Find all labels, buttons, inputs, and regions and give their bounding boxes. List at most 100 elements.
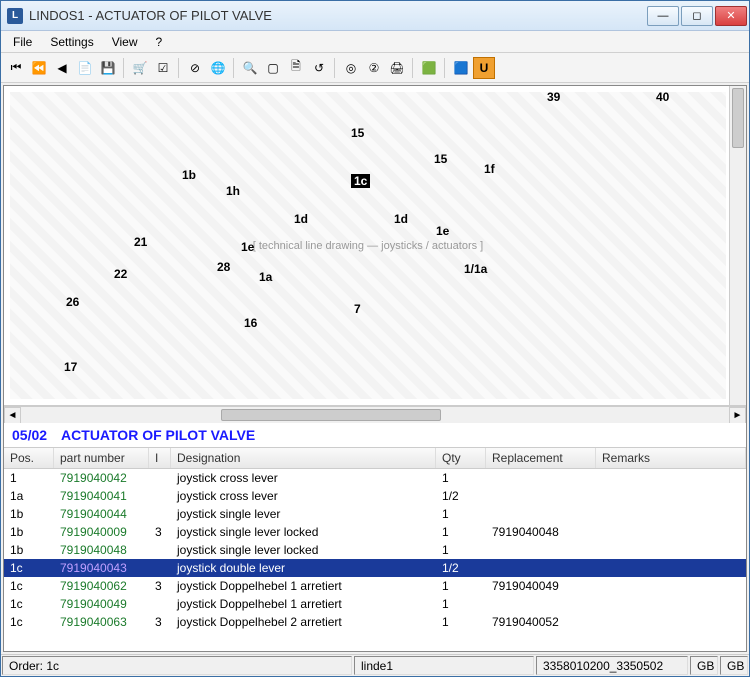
callout-7[interactable]: 7 — [354, 302, 361, 316]
cell-des: joystick single lever locked — [171, 523, 436, 541]
section-code: 05/02 — [12, 427, 47, 443]
table-row[interactable]: 1c79190400633joystick Doppelhebel 2 arre… — [4, 613, 746, 631]
callout-39[interactable]: 39 — [547, 90, 560, 104]
minimize-button[interactable]: — — [647, 6, 679, 26]
bold2-icon[interactable]: ② — [363, 57, 385, 79]
callout-1a[interactable]: 1a — [259, 270, 272, 284]
callout-16[interactable]: 16 — [244, 316, 257, 330]
callout-1f[interactable]: 1f — [484, 162, 495, 176]
prev-icon[interactable]: ◀ — [51, 57, 73, 79]
callout-40[interactable]: 40 — [656, 90, 669, 104]
reset-icon[interactable]: ↺ — [308, 57, 330, 79]
menu-file[interactable]: File — [5, 33, 40, 51]
blue-icon[interactable]: 🟦 — [450, 57, 472, 79]
print-icon[interactable]: 🖨 — [386, 57, 408, 79]
target-icon[interactable]: ◎ — [340, 57, 362, 79]
cart-icon[interactable]: 🛒 — [129, 57, 151, 79]
callout-1e[interactable]: 1e — [241, 240, 254, 254]
callout-1e[interactable]: 1e — [436, 224, 449, 238]
callout-1d[interactable]: 1d — [294, 212, 308, 226]
callout-17[interactable]: 17 — [64, 360, 77, 374]
table-row[interactable]: 17919040042joystick cross lever1 — [4, 469, 746, 487]
callout-15[interactable]: 15 — [434, 152, 447, 166]
cell-pos: 1 — [4, 469, 54, 487]
grid-body[interactable]: 17919040042joystick cross lever11a791904… — [4, 469, 746, 651]
column-header[interactable]: Designation — [171, 448, 436, 468]
section-header: 05/02 ACTUATOR OF PILOT VALVE — [4, 423, 746, 447]
scroll-right-icon[interactable]: ► — [729, 407, 746, 424]
column-header[interactable]: Replacement — [486, 448, 596, 468]
callout-1b[interactable]: 1b — [182, 168, 196, 182]
doc-icon[interactable]: 🗎 — [285, 57, 307, 79]
status-lang1: GB — [690, 656, 718, 675]
callout-26[interactable]: 26 — [66, 295, 79, 309]
cell-des: joystick Doppelhebel 2 arretiert — [171, 613, 436, 631]
no-globe-icon[interactable]: ⊘ — [184, 57, 206, 79]
callout-28[interactable]: 28 — [217, 260, 230, 274]
menu-help[interactable]: ? — [148, 33, 171, 51]
table-row[interactable]: 1c7919040049 joystick Doppelhebel 1 arret… — [4, 595, 746, 613]
cell-i: 3 — [149, 577, 171, 595]
table-row[interactable]: 1b7919040044joystick single lever1 — [4, 505, 746, 523]
close-button[interactable]: ✕ — [715, 6, 747, 26]
box-icon[interactable]: ▢ — [262, 57, 284, 79]
cell-rep — [486, 559, 596, 577]
column-header[interactable]: Remarks — [596, 448, 746, 468]
zoom-icon[interactable]: 🔍 — [239, 57, 261, 79]
callout-1/1a[interactable]: 1/1a — [464, 262, 487, 276]
column-header[interactable]: part number — [54, 448, 149, 468]
column-header[interactable]: Pos. — [4, 448, 54, 468]
cell-qty: 1 — [436, 469, 486, 487]
prev-fast-icon[interactable]: ⏪ — [28, 57, 50, 79]
callout-1c[interactable]: 1c — [351, 174, 370, 188]
cell-rem — [596, 469, 746, 487]
maximize-button[interactable]: ◻ — [681, 6, 713, 26]
cell-rem — [596, 505, 746, 523]
diagram-hscrollbar[interactable]: ◄ ► — [4, 406, 746, 423]
cell-pos: 1b — [4, 505, 54, 523]
cell-pos: 1b — [4, 541, 54, 559]
callout-15[interactable]: 15 — [351, 126, 364, 140]
doc-save-icon[interactable]: 💾 — [97, 57, 119, 79]
table-row[interactable]: 1c7919040043joystick double lever1/2 — [4, 559, 746, 577]
cell-des: joystick cross lever — [171, 469, 436, 487]
table-row[interactable]: 1a7919040041joystick cross lever1/2 — [4, 487, 746, 505]
cell-rep: 7919040048 — [486, 523, 596, 541]
cell-pn: 7919040048 — [54, 541, 149, 559]
diagram-vscrollbar[interactable] — [729, 86, 746, 405]
cell-rem — [596, 487, 746, 505]
table-row[interactable]: 1c79190400623joystick Doppelhebel 1 arre… — [4, 577, 746, 595]
menu-view[interactable]: View — [104, 33, 146, 51]
status-lang2: GB — [720, 656, 748, 675]
cell-pos: 1c — [4, 595, 54, 613]
callout-22[interactable]: 22 — [114, 267, 127, 281]
check-icon[interactable]: ☑ — [152, 57, 174, 79]
scrollbar-thumb[interactable] — [732, 88, 744, 148]
scroll-left-icon[interactable]: ◄ — [4, 407, 21, 424]
callout-21[interactable]: 21 — [134, 235, 147, 249]
titlebar: L LINDOS1 - ACTUATOR OF PILOT VALVE — ◻ … — [1, 1, 749, 31]
cell-qty: 1 — [436, 541, 486, 559]
callout-1d[interactable]: 1d — [394, 212, 408, 226]
green-icon[interactable]: 🟩 — [418, 57, 440, 79]
doc-new-icon[interactable]: 📄 — [74, 57, 96, 79]
table-row[interactable]: 1b7919040048joystick single lever locked… — [4, 541, 746, 559]
first-icon[interactable]: ⏮ — [5, 57, 27, 79]
menu-settings[interactable]: Settings — [42, 33, 101, 51]
globe-icon[interactable]: 🌐 — [207, 57, 229, 79]
cell-pos: 1c — [4, 577, 54, 595]
cell-i — [149, 469, 171, 487]
cell-i: 3 — [149, 523, 171, 541]
cell-des: joystick Doppelhebel 1 arretiert — [171, 595, 436, 613]
column-header[interactable]: Qty — [436, 448, 486, 468]
diagram-pane[interactable]: [ technical line drawing — joysticks / a… — [4, 86, 746, 406]
toolbar: ⏮⏪◀📄💾 🛒☑ ⊘🌐 🔍▢🗎↺ ◎②🖨 🟩 🟦U — [1, 53, 749, 83]
cell-rem — [596, 577, 746, 595]
cell-pn: 7919040049 — [54, 595, 149, 613]
scrollbar-thumb[interactable] — [221, 409, 441, 421]
table-row[interactable]: 1b79190400093joystick single lever locke… — [4, 523, 746, 541]
callout-1h[interactable]: 1h — [226, 184, 240, 198]
orange-u-icon[interactable]: U — [473, 57, 495, 79]
cell-pos: 1c — [4, 559, 54, 577]
column-header[interactable]: I — [149, 448, 171, 468]
